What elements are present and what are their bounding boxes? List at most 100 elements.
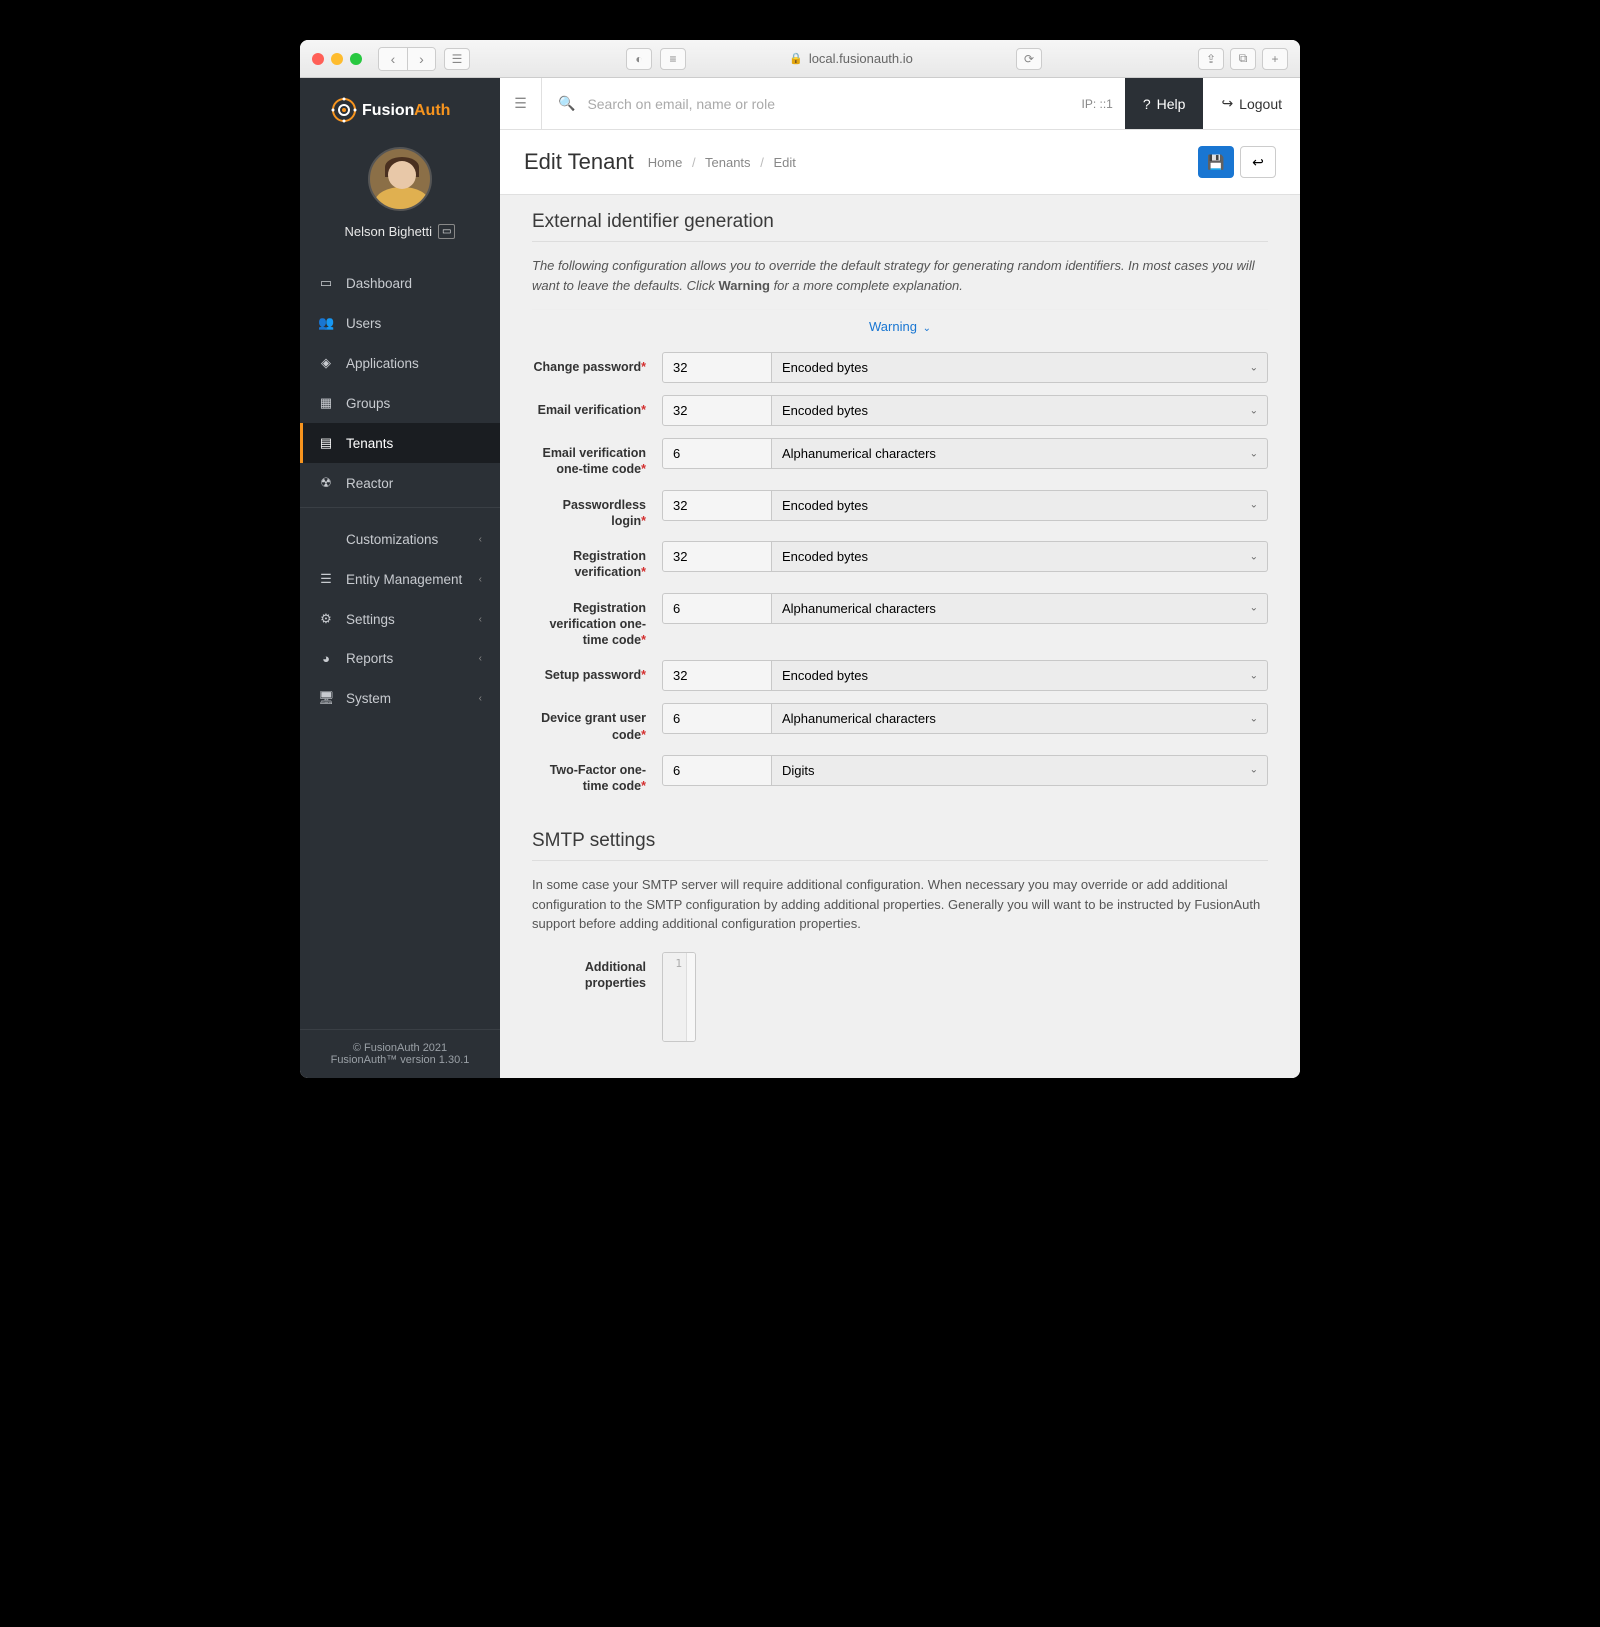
share-button[interactable]: ⇪: [1198, 48, 1224, 70]
sidebar-item-tenants[interactable]: ▤ Tenants: [300, 423, 500, 463]
page-title: Edit Tenant: [524, 149, 634, 175]
user-name-text: Nelson Bighetti: [345, 224, 432, 239]
length-input[interactable]: [662, 660, 772, 691]
field-label: Registration verification*: [532, 541, 662, 581]
back-button[interactable]: ‹: [379, 48, 407, 70]
save-button[interactable]: 💾: [1198, 146, 1234, 178]
nav-label: Users: [346, 316, 381, 331]
field-label: Email verification*: [532, 395, 662, 418]
sidebar-footer: © FusionAuth 2021 FusionAuth™ version 1.…: [300, 1029, 500, 1078]
nav-label: Customizations: [346, 532, 438, 547]
browser-chrome: ‹ › ☰ ◐ ≡ 🔒 local.fusionauth.io ⟳ ⇪ ⧉ +: [300, 40, 1300, 78]
type-select[interactable]: [772, 660, 1268, 691]
nav-label: Settings: [346, 612, 395, 627]
nav-label: Dashboard: [346, 276, 412, 291]
length-input[interactable]: [662, 755, 772, 786]
field-label: Two-Factor one-time code*: [532, 755, 662, 795]
code-editor[interactable]: 1: [662, 952, 696, 1042]
url-text: local.fusionauth.io: [809, 51, 913, 66]
length-input[interactable]: [662, 541, 772, 572]
identifier-form-rows: Change password* ⌄ Email verification* ⌄…: [532, 352, 1268, 794]
sidebar-item-users[interactable]: 👥Users: [300, 303, 500, 343]
nav-label: Applications: [346, 356, 419, 371]
length-input[interactable]: [662, 395, 772, 426]
page-header: Edit Tenant Home / Tenants / Edit 💾 ↩: [500, 130, 1300, 195]
window-minimize-button[interactable]: [331, 53, 343, 65]
sidebar-collapse-button[interactable]: ☰: [500, 78, 542, 129]
version: FusionAuth™ version 1.30.1: [312, 1054, 488, 1066]
sidebar-item-groups[interactable]: ▦Groups: [300, 383, 500, 423]
breadcrumb-tenants[interactable]: Tenants: [705, 155, 751, 170]
nav-icon: ▤: [318, 435, 334, 451]
code-body[interactable]: [687, 953, 695, 1041]
nav-label: Reports: [346, 651, 393, 666]
tabs-button[interactable]: ⧉: [1230, 48, 1256, 70]
help-icon: ?: [1143, 96, 1151, 112]
identifier-row: Setup password* ⌄: [532, 660, 1268, 691]
chevron-down-icon: ⌄: [923, 323, 931, 334]
logo[interactable]: Fusion Auth: [300, 78, 500, 139]
breadcrumb-home[interactable]: Home: [648, 155, 683, 170]
identifier-row: Device grant user code* ⌄: [532, 703, 1268, 743]
nav-label: Entity Management: [346, 572, 462, 587]
breadcrumb-current: Edit: [773, 155, 795, 170]
window-close-button[interactable]: [312, 53, 324, 65]
help-label: Help: [1157, 96, 1186, 112]
sidebar-item-applications[interactable]: ◈Applications: [300, 343, 500, 383]
search-input[interactable]: [587, 96, 1065, 112]
sidebar-item-reports[interactable]: ◕Reports‹: [300, 639, 500, 678]
length-input[interactable]: [662, 593, 772, 624]
shield-icon[interactable]: ◐: [626, 48, 652, 70]
sidebar-toggle-button[interactable]: ☰: [444, 48, 470, 70]
id-card-icon: ▭: [438, 224, 455, 239]
warning-link[interactable]: Warning ⌄: [869, 319, 931, 334]
chevron-left-icon: ‹: [479, 693, 482, 704]
length-input[interactable]: [662, 703, 772, 734]
url-bar[interactable]: 🔒 local.fusionauth.io: [694, 51, 1008, 66]
field-label: Setup password*: [532, 660, 662, 683]
sidebar-item-dashboard[interactable]: ▭Dashboard: [300, 263, 500, 303]
type-select[interactable]: [772, 541, 1268, 572]
identifier-row: Two-Factor one-time code* ⌄: [532, 755, 1268, 795]
forward-button[interactable]: ›: [407, 48, 435, 70]
reader-icon[interactable]: ≡: [660, 48, 686, 70]
sidebar-item-reactor[interactable]: ☢Reactor: [300, 463, 500, 503]
sidebar-item-system[interactable]: 🖥System‹: [300, 678, 500, 718]
nav-icon: ☰: [318, 571, 334, 587]
nav-label: System: [346, 691, 391, 706]
logout-button[interactable]: ↪ Logout: [1203, 78, 1300, 129]
type-select[interactable]: [772, 703, 1268, 734]
nav-expandable: Customizations‹ ☰ Entity Management ‹ ⚙Setti…: [300, 520, 500, 718]
identifier-row: Change password* ⌄: [532, 352, 1268, 383]
logo-svg: Fusion Auth: [330, 96, 470, 124]
identifier-row: Registration verification one-time code*…: [532, 593, 1268, 649]
type-select[interactable]: [772, 593, 1268, 624]
type-select[interactable]: [772, 438, 1268, 469]
type-select[interactable]: [772, 352, 1268, 383]
back-button[interactable]: ↩: [1240, 146, 1276, 178]
nav-label: Tenants: [346, 436, 393, 451]
length-input[interactable]: [662, 490, 772, 521]
copyright: © FusionAuth 2021: [312, 1042, 488, 1054]
length-input[interactable]: [662, 438, 772, 469]
sidebar-item-entity-management[interactable]: ☰Entity Management‹: [300, 559, 500, 599]
avatar: [368, 147, 432, 211]
length-input[interactable]: [662, 352, 772, 383]
nav-divider: [300, 507, 500, 508]
sidebar-item-settings[interactable]: ⚙Settings‹: [300, 599, 500, 639]
type-select[interactable]: [772, 395, 1268, 426]
type-select[interactable]: [772, 490, 1268, 521]
reload-button[interactable]: ⟳: [1016, 48, 1042, 70]
section-desc-smtp: In some case your SMTP server will requi…: [532, 875, 1268, 934]
main: ☰ 🔍 IP: ::1 ? Help ↪ Logout Edit Tenant: [500, 78, 1300, 1078]
nav-buttons: ‹ ›: [378, 47, 436, 71]
new-tab-button[interactable]: +: [1262, 48, 1288, 70]
help-button[interactable]: ? Help: [1125, 78, 1204, 129]
type-select[interactable]: [772, 755, 1268, 786]
window-maximize-button[interactable]: [350, 53, 362, 65]
user-profile[interactable]: Nelson Bighetti ▭: [300, 139, 500, 255]
sidebar-item-customizations[interactable]: Customizations‹: [300, 520, 500, 559]
nav-main: ▭Dashboard👥Users◈Applications▦Groups ▤ Ten…: [300, 263, 500, 503]
traffic-lights: [312, 53, 362, 65]
section-title-smtp: SMTP settings: [532, 830, 1268, 861]
